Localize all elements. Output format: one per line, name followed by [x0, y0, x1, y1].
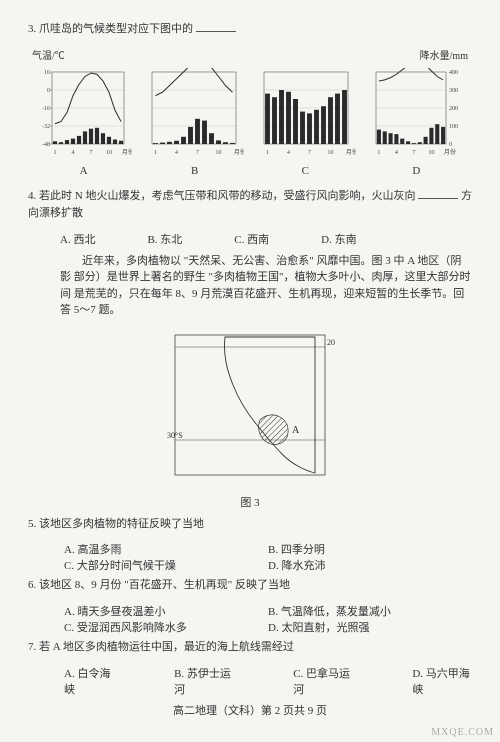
q3-stem: 3. 爪哇岛的气候类型对应下图中的 — [28, 20, 472, 39]
q4-text-c: 向漂移扩散 — [28, 207, 83, 219]
label-c: C — [302, 165, 309, 177]
chart-d: 400 300 200 100 0 1 4 7 10 月份 — [368, 68, 468, 158]
svg-text:0: 0 — [47, 88, 50, 94]
svg-text:4: 4 — [72, 150, 75, 156]
svg-text:1: 1 — [154, 150, 157, 156]
svg-text:4: 4 — [287, 150, 290, 156]
svg-text:200: 200 — [449, 106, 458, 112]
chart-b: 1 4 7 10 月份 — [144, 68, 244, 158]
svg-text:400: 400 — [449, 70, 458, 76]
q4-text-a: 4. 若此时 N 地火山爆发，考虑气压带和风带的移动，受盛行风向影响，火山灰向 — [28, 190, 415, 202]
chart-a: 16 0 -16 -32 -48 1 4 7 10 月份 — [32, 68, 132, 158]
passage-l3: 是荒芜的，只在每年 8、9 月荒漠百花盛开、生机再现，迎来短暂的生长季节。回答 … — [60, 288, 464, 317]
svg-text:A: A — [292, 425, 300, 436]
svg-text:月份: 月份 — [234, 148, 244, 156]
charts-row: 160-16-32-4814710月份 14710月份 14710月份 4003… — [28, 68, 472, 161]
svg-text:1: 1 — [54, 150, 57, 156]
label-b: B — [191, 165, 198, 177]
svg-text:10: 10 — [328, 150, 334, 156]
q5-opt-c: C. 大部分时间气候干燥 — [64, 557, 268, 573]
svg-text:月份: 月份 — [122, 148, 132, 156]
svg-text:7: 7 — [308, 150, 311, 156]
q4-stem: 4. 若此时 N 地火山爆发，考虑气压带和风带的移动，受盛行风向影响，火山灰向 … — [28, 187, 472, 223]
svg-text:100: 100 — [449, 124, 458, 130]
svg-text:月份: 月份 — [346, 148, 356, 156]
q7-opt-b: B. 苏伊士运河 — [174, 665, 233, 697]
q5-opt-a: A. 高温多雨 — [64, 541, 268, 557]
q5-stem: 5. 该地区多肉植物的特征反映了当地 — [28, 516, 472, 534]
passage-l4: 题。 — [99, 304, 121, 316]
q7-stem: 7. 若 A 地区多肉植物运往中国，最近的海上航线需经过 — [28, 639, 472, 657]
svg-text:4: 4 — [175, 150, 178, 156]
q3-text: 3. 爪哇岛的气候类型对应下图中的 — [28, 23, 193, 35]
watermark: MXQE.COM — [431, 727, 494, 738]
passage: 近年来，多肉植物以 "天然呆、无公害、治愈系" 风靡中国。图 3 中 A 地区（… — [28, 253, 472, 319]
q6-options-1: A. 晴天多昼夜温差小 B. 气温降低，蒸发量减小 — [28, 603, 472, 619]
svg-text:-16: -16 — [42, 106, 50, 112]
q6-options-2: C. 受湿润西风影响降水多 D. 太阳直射，光照强 — [28, 619, 472, 635]
svg-text:10: 10 — [216, 150, 222, 156]
q5-options-2: C. 大部分时间气候干燥 D. 降水充沛 — [28, 557, 472, 573]
q6-opt-b: B. 气温降低，蒸发量减小 — [268, 603, 472, 619]
page-footer: 高二地理（文科）第 2 页共 9 页 — [0, 702, 500, 718]
map-figure: 20°S 30°S A — [165, 325, 335, 485]
svg-text:10: 10 — [428, 150, 434, 156]
q7-opt-c: C. 巴拿马运河 — [293, 665, 352, 697]
q4-text-b: 方 — [461, 190, 472, 202]
svg-text:300: 300 — [449, 88, 458, 94]
q4-blank — [418, 187, 458, 199]
svg-text:0: 0 — [449, 142, 452, 148]
svg-text:7: 7 — [196, 150, 199, 156]
map-caption: 图 3 — [28, 494, 472, 510]
y-left-label: 气温/℃ — [32, 47, 65, 62]
svg-text:1: 1 — [266, 150, 269, 156]
y-right-label: 降水量/mm — [420, 47, 468, 62]
q4-opt-c: C. 西南 — [234, 231, 269, 247]
q7-options: A. 白令海峡 B. 苏伊士运河 C. 巴拿马运河 D. 马六甲海峡 — [28, 665, 472, 697]
svg-text:30°S: 30°S — [167, 431, 183, 440]
q5-opt-b: B. 四季分明 — [268, 541, 472, 557]
q4-opt-b: B. 东北 — [147, 231, 182, 247]
svg-text:-48: -48 — [42, 142, 50, 148]
q5-opt-d: D. 降水充沛 — [268, 557, 472, 573]
svg-text:4: 4 — [395, 150, 398, 156]
q6-opt-a: A. 晴天多昼夜温差小 — [64, 603, 268, 619]
svg-text:7: 7 — [412, 150, 415, 156]
q7-opt-a: A. 白令海峡 — [64, 665, 114, 697]
svg-text:1: 1 — [377, 150, 380, 156]
map-wrap: 20°S 30°S A — [28, 325, 472, 488]
svg-text:10: 10 — [106, 150, 112, 156]
q6-opt-c: C. 受湿润西风影响降水多 — [64, 619, 268, 635]
chart-c: 1 4 7 10 月份 — [256, 68, 356, 158]
svg-text:-32: -32 — [42, 124, 50, 130]
q5-options-1: A. 高温多雨 B. 四季分明 — [28, 541, 472, 557]
q3-blank — [196, 20, 236, 32]
svg-text:月份: 月份 — [444, 148, 456, 156]
svg-text:20°S: 20°S — [327, 338, 335, 347]
q6-stem: 6. 该地区 8、9 月份 "百花盛开、生机再现" 反映了当地 — [28, 577, 472, 595]
q4-options: A. 西北 B. 东北 C. 西南 D. 东南 — [28, 231, 472, 247]
svg-text:16: 16 — [44, 70, 50, 76]
svg-text:7: 7 — [90, 150, 93, 156]
q4-opt-d: D. 东南 — [321, 231, 356, 247]
q7-opt-d: D. 马六甲海峡 — [412, 665, 472, 697]
label-d: D — [412, 165, 420, 177]
q6-opt-d: D. 太阳直射，光照强 — [268, 619, 472, 635]
chart-labels: A B C D — [28, 165, 472, 177]
label-a: A — [80, 165, 88, 177]
q4-opt-a: A. 西北 — [60, 231, 95, 247]
